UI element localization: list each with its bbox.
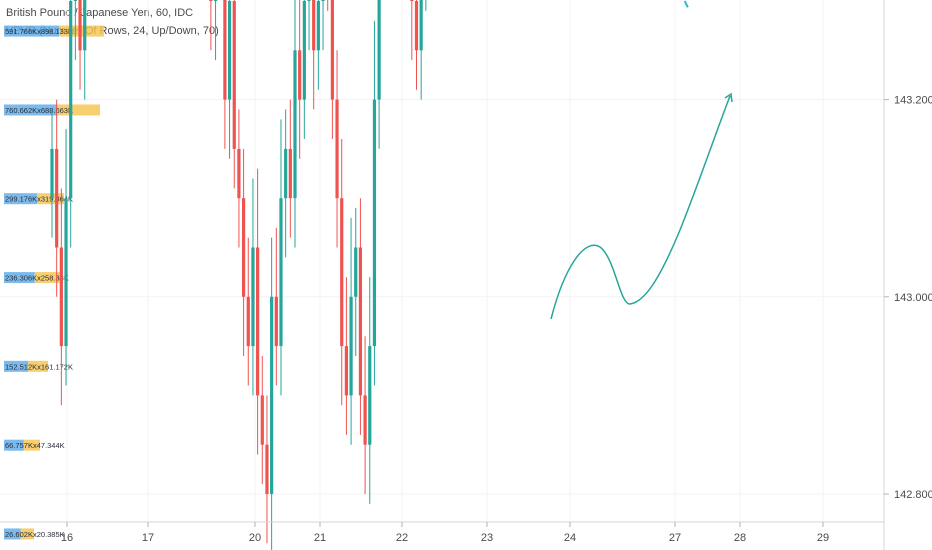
candle-body [83,0,87,51]
candle-body [73,0,77,1]
time-tick-label: 24 [564,532,576,544]
candles [50,0,427,550]
time-tick-label: 23 [481,532,493,544]
time-axis: 16 17 20 21 22 23 24 27 28 29 [61,522,829,544]
candle-body [377,0,381,100]
candle-body [213,0,218,1]
volume-bar-up [4,104,57,116]
candle-body [69,1,73,199]
candle-body [241,198,246,297]
candle-body [316,1,320,51]
candle-body [340,198,344,347]
candle-body [349,296,353,396]
candle-body [358,247,363,396]
candle-body [335,99,339,199]
volume-bar-up [4,25,59,37]
candle-body [302,1,306,100]
overlays [550,0,733,320]
candle-body [368,346,372,445]
candle-body [256,247,260,396]
candle-body [321,0,325,1]
volume-row-label: 591.766Kx898.133K [5,27,73,36]
volume-row-label: 152.512Kx161.172K [5,362,73,371]
time-tick-label: 20 [249,532,261,544]
volume-bar-down [23,439,40,451]
candle-body [307,0,311,1]
volume-profile: 11.289Kx2.155K48.532Kx33.143K115.143Kx14… [4,25,104,540]
candle-body [270,296,274,494]
volume-row-label: 236.306Kx258.33K [5,274,69,283]
projection-curve [550,95,731,320]
candle-body [312,0,316,51]
volume-bar-up [4,439,24,451]
volume-row-label: 66.757Kx47.344K [5,441,65,450]
price-axis: 142.800143.000143.200143.400143.600143.8… [884,95,932,501]
volume-bar-up [4,360,29,372]
time-tick-label: 28 [734,532,746,544]
candle-body [414,1,419,51]
candle-body [232,1,236,149]
candle-body [293,50,297,199]
candle-body [227,1,232,100]
candle-body [265,444,269,494]
time-tick-label: 22 [396,532,408,544]
candle-body [354,247,358,297]
candle-body [251,247,255,347]
volume-bar-down [34,272,60,284]
volume-bar-down [56,104,100,116]
price-tick-label: 142.800 [894,489,932,501]
candle-body [274,296,278,347]
candle-body [209,0,213,1]
candle-body [372,99,377,347]
volume-bar-down [37,193,64,205]
candle-body [64,198,68,347]
candle-body [284,148,288,199]
candle-body [50,148,54,199]
volume-row-label: 26.602Kx20.385K [5,530,65,539]
candle-body [330,0,334,100]
candle-body [223,0,227,100]
time-tick-label: 17 [142,532,154,544]
volume-row-label: 760.662Kx688.663K [5,106,73,115]
candle-body [246,296,250,347]
time-tick-label: 16 [61,532,73,544]
candle-body [55,148,59,248]
time-tick-label: 27 [669,532,681,544]
symbol-title: British Pound / Japanese Yen, 60, IDC [6,7,194,19]
volume-bar-down [20,528,34,540]
candle-body [288,148,292,199]
candle-body [237,148,241,199]
candle-body [363,395,367,445]
grid [0,0,884,522]
volume-bar-up [4,193,37,205]
time-tick-label: 21 [314,532,326,544]
candle-body [78,0,82,51]
candle-body [260,395,264,445]
candle-body [298,50,302,100]
candle-body [410,0,414,1]
time-tick-label: 29 [817,532,829,544]
price-tick-label: 143.200 [894,95,932,107]
volume-bar-down [28,360,48,372]
volume-row-label: 299.176Kx319.364K [5,195,73,204]
volume-bar-up [4,528,21,540]
candle-body [279,198,283,347]
candle-body [419,0,423,51]
candle-body [344,346,349,396]
projection-arrow-icon [724,92,733,103]
volume-bar-up [4,272,35,284]
price-tick-label: 143.000 [894,292,932,304]
candle-body [59,247,63,347]
